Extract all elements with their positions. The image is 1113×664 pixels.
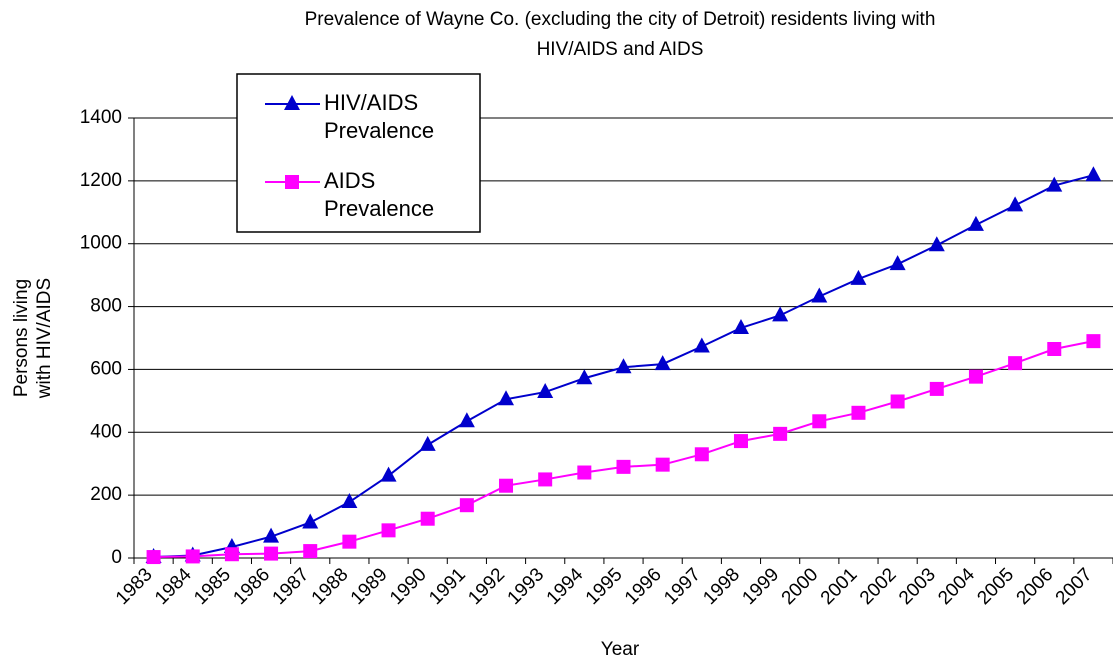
x-tick-label: 1990: [386, 564, 431, 609]
marker: [576, 369, 593, 385]
marker: [342, 534, 357, 549]
x-axis-label: Year: [601, 639, 640, 660]
marker: [458, 412, 475, 428]
x-tick-label: 1986: [229, 564, 274, 609]
marker: [302, 513, 319, 529]
x-tick-label: 2002: [856, 564, 901, 609]
y-tick-label: 600: [90, 358, 122, 379]
x-tick-label: 1989: [347, 564, 392, 609]
marker: [459, 498, 474, 513]
marker: [341, 493, 358, 509]
x-tick-label: 2007: [1052, 564, 1097, 609]
marker: [654, 355, 671, 371]
marker: [420, 511, 435, 526]
marker: [693, 337, 710, 353]
x-tick-label: 2001: [817, 564, 862, 609]
y-tick-label: 1400: [80, 107, 122, 128]
x-tick-label: 1995: [582, 564, 627, 609]
marker: [380, 466, 397, 482]
marker: [419, 435, 436, 451]
marker: [850, 269, 867, 285]
marker: [285, 175, 299, 189]
x-tick-label: 1987: [269, 564, 314, 609]
x-tick-label: 1991: [425, 564, 470, 609]
marker: [615, 358, 632, 374]
chart-title: Prevalence of Wayne Co. (excluding the c…: [305, 9, 936, 30]
x-tick-label: 2003: [895, 564, 940, 609]
marker: [498, 390, 515, 406]
marker: [264, 546, 279, 561]
legend-label: AIDS: [324, 168, 375, 193]
legend: HIV/AIDS Prevalence AIDS Prevalence: [236, 73, 481, 233]
marker: [616, 459, 631, 474]
x-tick-label: 1992: [464, 564, 509, 609]
marker: [968, 369, 983, 384]
marker: [772, 306, 789, 322]
y-tick-label: 200: [90, 484, 122, 505]
marker: [537, 383, 554, 399]
marker: [732, 318, 749, 334]
y-tick-label: 400: [90, 421, 122, 442]
y-tick-label: 1200: [80, 170, 122, 191]
y-tick-label: 800: [90, 296, 122, 317]
marker: [381, 523, 396, 538]
marker: [185, 549, 200, 564]
x-tick-label: 1998: [699, 564, 744, 609]
marker: [1046, 176, 1063, 192]
x-tick-label: 1984: [151, 564, 196, 609]
y-tick-label: 1000: [80, 233, 122, 254]
x-tick-label: 1988: [308, 564, 353, 609]
x-tick-label: 1999: [738, 564, 783, 609]
marker: [303, 544, 318, 559]
marker: [224, 547, 239, 562]
marker: [284, 95, 300, 110]
marker: [812, 414, 827, 429]
marker: [146, 550, 161, 565]
marker: [929, 381, 944, 396]
marker: [499, 478, 514, 493]
marker: [263, 527, 280, 543]
marker: [851, 405, 866, 420]
marker: [1008, 356, 1023, 371]
legend-box: [236, 73, 481, 233]
marker: [538, 472, 553, 487]
marker: [1085, 166, 1102, 182]
y-axis-label: Persons living: [11, 279, 32, 397]
marker: [890, 394, 905, 409]
legend-label: Prevalence: [324, 118, 434, 143]
x-tick-label: 1997: [660, 564, 705, 609]
x-tick-label: 2005: [973, 564, 1018, 609]
marker: [733, 434, 748, 449]
x-tick-label: 1994: [543, 564, 588, 609]
x-tick-label: 2006: [1013, 564, 1058, 609]
marker: [1007, 196, 1024, 212]
x-tick-label: 1996: [621, 564, 666, 609]
marker: [1086, 334, 1101, 349]
marker: [967, 215, 984, 231]
x-tick-label: 2000: [778, 564, 823, 609]
marker: [811, 287, 828, 303]
series-line: [153, 340, 1094, 559]
legend-label: Prevalence: [324, 196, 434, 221]
y-tick-label: 0: [111, 547, 122, 568]
marker: [655, 457, 670, 472]
marker: [1047, 342, 1062, 356]
x-tick-label: 1985: [190, 564, 235, 609]
marker: [694, 447, 709, 462]
y-axis-label: with HIV/AIDS: [34, 278, 55, 399]
chart-title: HIV/AIDS and AIDS: [537, 39, 704, 60]
x-tick-label: 1993: [504, 564, 549, 609]
marker: [889, 255, 906, 271]
marker: [577, 465, 592, 480]
marker: [928, 236, 945, 252]
marker: [773, 426, 788, 441]
x-tick-label: 1983: [112, 564, 157, 609]
legend-label: HIV/AIDS: [324, 90, 418, 115]
x-tick-label: 2004: [934, 564, 979, 609]
